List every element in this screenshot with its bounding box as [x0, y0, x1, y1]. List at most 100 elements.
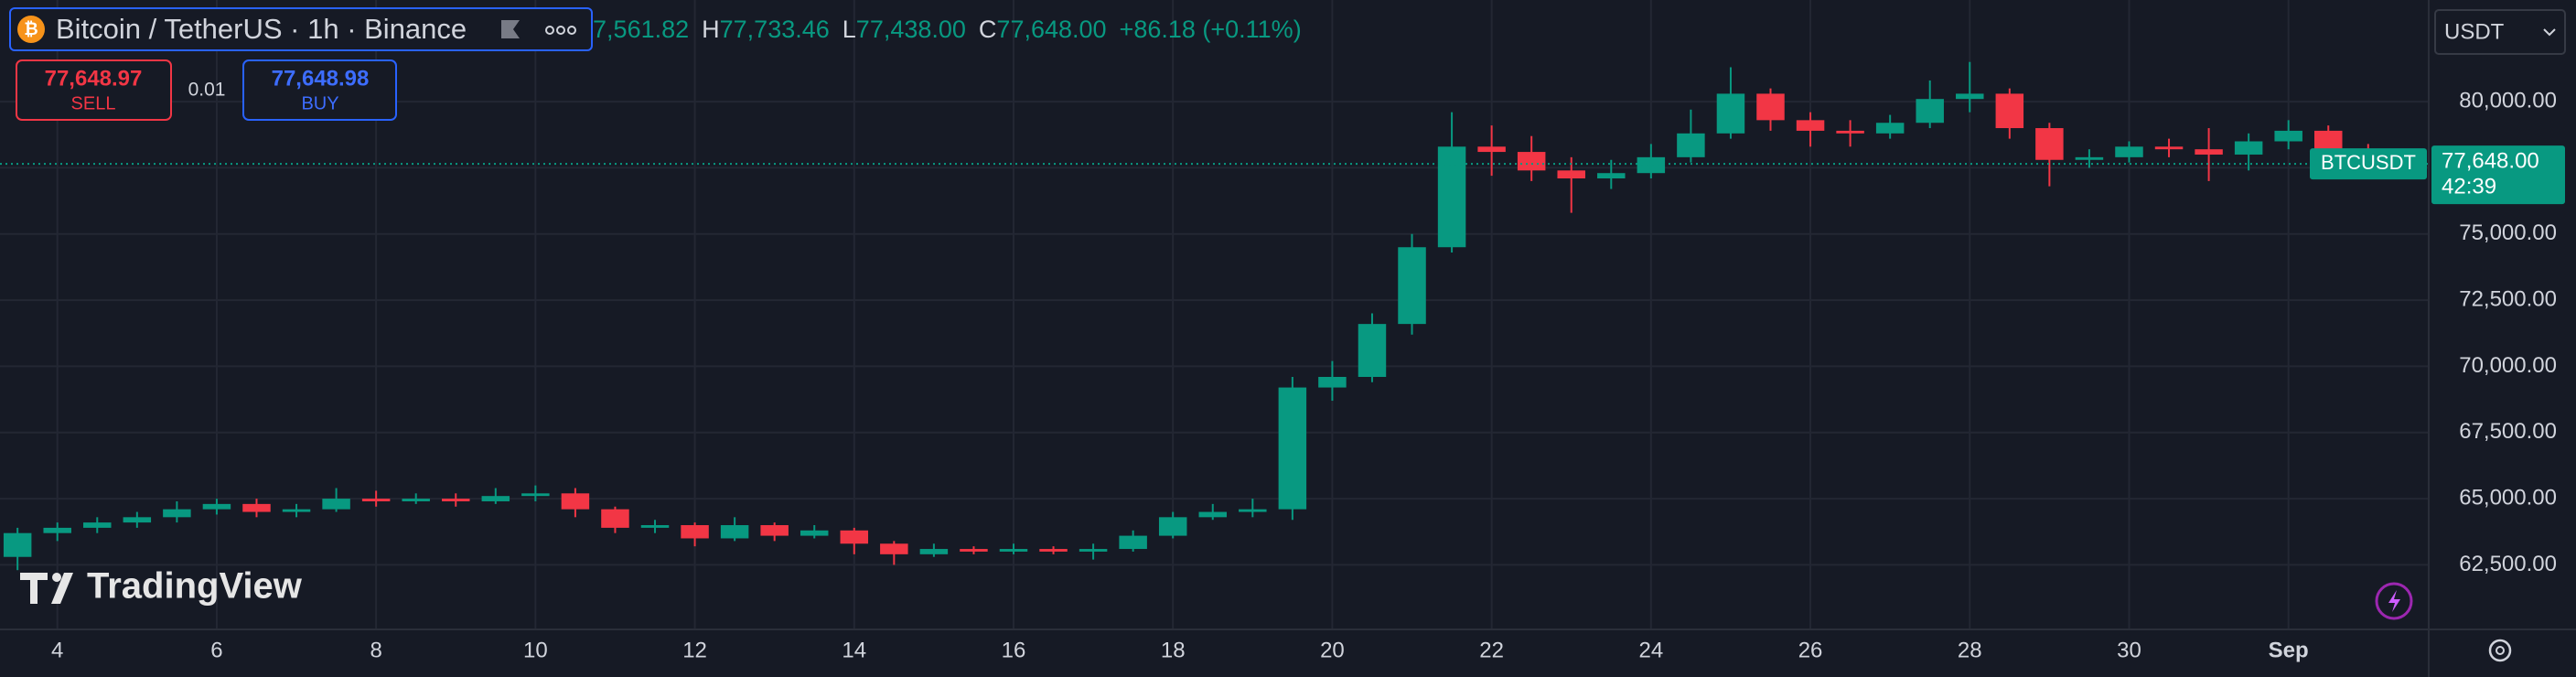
bitcoin-icon: [17, 16, 45, 43]
candle-body: [1517, 152, 1546, 171]
candle-body: [720, 525, 749, 539]
x-tick-label: 20: [1320, 638, 1345, 662]
legend-value: 77,733.46: [720, 16, 830, 43]
y-tick-label: 75,000.00: [2459, 220, 2557, 245]
overlay: TradingView O77,561.82H77,733.46L77,438.…: [9, 7, 2566, 662]
ticker-tag: BTCUSDT: [2321, 151, 2416, 174]
symbol-box[interactable]: [9, 7, 593, 51]
dot: [567, 26, 576, 35]
legend-key: L: [843, 16, 856, 43]
candle-body: [43, 527, 71, 533]
candle-body: [1358, 324, 1387, 377]
lightning-button[interactable]: [2375, 582, 2413, 620]
sell-price: 77,648.97: [45, 66, 143, 91]
sell-button[interactable]: [16, 59, 172, 121]
watermark-logo: [20, 573, 48, 604]
candle-body: [1477, 146, 1506, 153]
symbol-title: Bitcoin / TetherUS · 1h · Binance: [56, 13, 467, 45]
candle-body: [1756, 93, 1785, 121]
y-tick-label: 62,500.00: [2459, 552, 2557, 576]
candle-body: [1796, 120, 1825, 131]
lightning-icon: [2388, 590, 2400, 612]
candle-body: [442, 499, 470, 501]
candle-body: [2195, 149, 2223, 155]
candle-body: [202, 503, 231, 510]
candle-body: [3, 532, 32, 557]
candle-body: [481, 496, 510, 501]
candle-body: [1916, 99, 1944, 124]
candle-body: [1318, 376, 1347, 388]
more-icon[interactable]: [545, 26, 576, 35]
x-tick-label: 24: [1638, 638, 1663, 662]
x-tick-label: 16: [1002, 638, 1026, 662]
y-tick-label: 72,500.00: [2459, 286, 2557, 311]
legend-value: 77,561.82: [579, 16, 689, 43]
candle-body: [521, 493, 550, 497]
candle-body: [1995, 93, 2024, 129]
candle-body: [402, 499, 430, 501]
candle-body: [2274, 130, 2302, 142]
watermark: TradingView: [20, 566, 303, 607]
candle-body: [960, 549, 988, 552]
candle-body: [1597, 173, 1626, 179]
x-tick-label: 12: [682, 638, 707, 662]
candle-body: [2154, 146, 2184, 150]
ticker-tag-bg: [2310, 148, 2427, 180]
x-tick-label: 30: [2117, 638, 2141, 662]
x-tick-label: Sep: [2269, 638, 2309, 662]
candle-body: [1278, 387, 1307, 510]
flag-icon[interactable]: [501, 20, 520, 38]
settings-button[interactable]: [2488, 639, 2512, 662]
legend-key: C: [979, 16, 997, 43]
candle-body: [2234, 141, 2263, 155]
legend-key: H: [702, 16, 720, 43]
watermark-logo: [52, 573, 61, 582]
candle-body: [2075, 156, 2104, 160]
last-price-box: [2431, 145, 2565, 205]
candle-body: [1079, 549, 1108, 552]
candle-body: [1039, 549, 1068, 552]
x-tick-label: 6: [210, 638, 222, 662]
currency-label: USDT: [2444, 19, 2505, 44]
candle-body: [1956, 93, 1984, 100]
candle-body: [1158, 517, 1187, 536]
candle-body: [1716, 93, 1745, 134]
currency-dropdown[interactable]: [2434, 9, 2566, 55]
x-tick-label: 14: [842, 638, 866, 662]
plot-area: [0, 61, 2429, 571]
countdown: 42:39: [2442, 174, 2496, 199]
candle-body: [840, 530, 869, 544]
last-price-label: 77,648.00: [2442, 148, 2539, 173]
y-tick-label: 80,000.00: [2459, 88, 2557, 113]
candle-body: [123, 517, 152, 523]
x-tick-label: 26: [1798, 638, 1823, 662]
candle-body: [681, 525, 709, 539]
quantity[interactable]: 0.01: [188, 80, 226, 101]
candle-body: [1437, 146, 1466, 248]
candle-body: [1398, 247, 1426, 325]
candle-body: [163, 509, 191, 518]
legend-change: +86.18 (+0.11%): [1120, 16, 1302, 43]
candle-body: [2314, 130, 2343, 150]
candle-body: [880, 543, 908, 554]
sell-label: SELL: [71, 93, 116, 113]
ohlc-legend: O77,561.82H77,733.46L77,438.00C77,648.00…: [560, 16, 1302, 43]
candle-body: [1677, 133, 1705, 157]
candle-body: [1557, 170, 1585, 179]
candle-body: [282, 509, 311, 512]
bitcoin-icon-glyph: ₿: [24, 20, 38, 39]
x-tick-label: 4: [51, 638, 63, 662]
x-tick-label: 10: [523, 638, 548, 662]
candle-body: [640, 525, 670, 528]
candle-body: [1637, 156, 1666, 174]
settings-icon: [2496, 646, 2505, 655]
candle-body: [322, 499, 350, 510]
y-tick-label: 65,000.00: [2459, 485, 2557, 510]
y-tick-label: 67,500.00: [2459, 419, 2557, 444]
candle-body: [83, 522, 112, 528]
buy-button[interactable]: [242, 59, 397, 121]
candle-body: [2035, 128, 2064, 160]
candle-body: [1239, 509, 1267, 512]
dot: [545, 26, 554, 35]
